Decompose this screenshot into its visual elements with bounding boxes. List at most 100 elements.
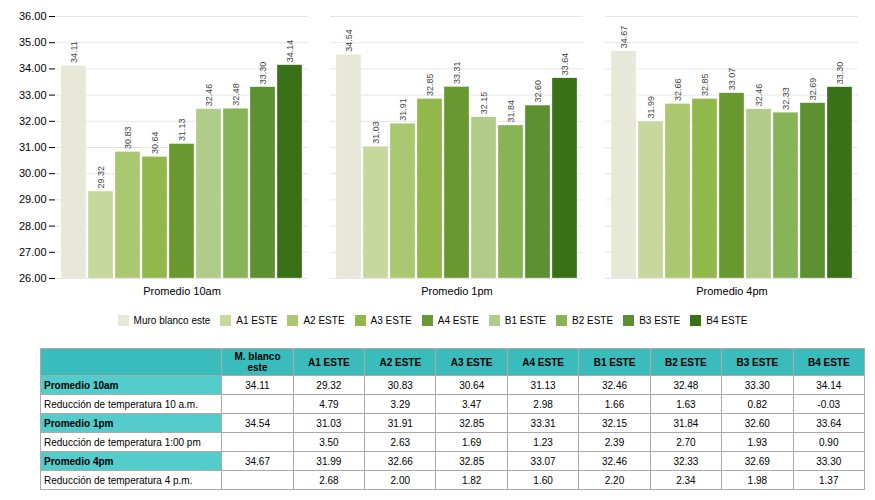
html-text:A3 ESTE: A3 ESTE (450, 356, 493, 368)
html-text:34.11: 34.11 (245, 379, 270, 391)
html-text:A2 ESTE: A2 ESTE (379, 356, 422, 368)
html-text:3.47: 3.47 (462, 398, 482, 410)
svg-text:32.48: 32.48 (231, 83, 241, 106)
svg-text:30.00: 30.00 (19, 167, 47, 179)
svg-text:31.99: 31.99 (646, 96, 656, 119)
html-text:32.66: 32.66 (387, 455, 413, 467)
html-text:B2 ESTE: B2 ESTE (665, 356, 707, 368)
svg-text:30.83: 30.83 (123, 126, 133, 149)
html-text:32.60: 32.60 (744, 417, 770, 429)
html-text:34.14: 34.14 (816, 379, 842, 391)
html-text:29.32: 29.32 (316, 379, 342, 391)
html-text:32.85: 32.85 (459, 455, 485, 467)
html-text:31.13: 31.13 (530, 379, 556, 391)
svg-text:31.00: 31.00 (19, 141, 47, 153)
svg-text:32.46: 32.46 (204, 84, 214, 107)
svg-text:34.00: 34.00 (19, 62, 47, 74)
html-text:Reducción de temperatura 4 p.m: Reducción de temperatura 4 p.m. (44, 474, 193, 486)
html-text:31.03: 31.03 (316, 417, 342, 429)
svg-text:31.91: 31.91 (398, 98, 408, 121)
svg-text:34.67: 34.67 (619, 26, 629, 49)
html-text:32.85: 32.85 (459, 417, 485, 429)
html-text:Promedio 4pm: Promedio 4pm (44, 455, 114, 467)
svg-text:33.00: 33.00 (19, 89, 47, 101)
html-text:32.48: 32.48 (673, 379, 699, 391)
html-text:2.98: 2.98 (533, 398, 553, 410)
svg-text:33.30: 33.30 (835, 62, 845, 85)
svg-text:Promedio 1pm: Promedio 1pm (421, 285, 493, 297)
html-text:2.68: 2.68 (319, 474, 339, 486)
html-text:-0.03: -0.03 (817, 398, 841, 410)
svg-text:29.32: 29.32 (96, 166, 106, 189)
svg-text:32.69: 32.69 (808, 78, 818, 101)
svg-text:Promedio 4pm: Promedio 4pm (696, 285, 768, 297)
html-text:34.54: 34.54 (245, 417, 270, 429)
svg-text:29.00: 29.00 (19, 193, 47, 205)
svg-text:32.85: 32.85 (425, 73, 435, 96)
html-text:Promedio 1pm: Promedio 1pm (44, 417, 114, 429)
svg-text:32.15: 32.15 (479, 92, 489, 115)
html-text:1.66: 1.66 (604, 398, 625, 410)
html-text:33.30: 33.30 (744, 379, 770, 391)
html-text:32.33: 32.33 (673, 455, 699, 467)
svg-text:32.33: 32.33 (781, 87, 791, 110)
svg-text:33.31: 33.31 (452, 61, 462, 84)
html-text:2.39: 2.39 (604, 436, 625, 448)
svg-text:33.07: 33.07 (727, 68, 737, 91)
svg-text:36.00: 36.00 (19, 10, 47, 22)
html-text:30.64: 30.64 (459, 379, 485, 391)
svg-text:31.13: 31.13 (177, 119, 187, 142)
html-text:33.07: 33.07 (530, 455, 556, 467)
html-text:A1 ESTE: A1 ESTE (308, 356, 350, 368)
svg-text:32.66: 32.66 (673, 78, 683, 101)
svg-text:34.11: 34.11 (69, 41, 79, 63)
html-text:32.15: 32.15 (602, 417, 627, 429)
html-text:2.70: 2.70 (676, 436, 696, 448)
svg-text:32.85: 32.85 (700, 73, 710, 96)
svg-text:33.30: 33.30 (258, 62, 268, 85)
svg-text:34.54: 34.54 (344, 29, 354, 52)
html-text:32.46: 32.46 (602, 379, 627, 391)
html-text:31.99: 31.99 (316, 455, 342, 467)
html-text:2.63: 2.63 (390, 436, 410, 448)
html-text:Reducción de temperatura 10 a.: Reducción de temperatura 10 a.m. (44, 398, 198, 410)
html-text:A4 ESTE: A4 ESTE (522, 356, 564, 368)
svg-text:30.64: 30.64 (150, 131, 160, 154)
html-text:B1 ESTE: B1 ESTE (593, 356, 636, 368)
html-text:Promedio 10am: Promedio 10am (44, 379, 119, 391)
svg-text:27.00: 27.00 (19, 246, 47, 258)
html-text:B3 ESTE: B3 ESTE (736, 356, 779, 368)
html-text:0.82: 0.82 (747, 398, 767, 410)
html-text:3.50: 3.50 (319, 436, 339, 448)
svg-text:32.00: 32.00 (19, 115, 47, 127)
html-text:32.46: 32.46 (602, 455, 627, 467)
html-text:33.64: 33.64 (816, 417, 842, 429)
svg-text:28.00: 28.00 (19, 220, 47, 232)
svg-text:34.14: 34.14 (285, 40, 295, 63)
html-text:3.29: 3.29 (390, 398, 410, 410)
html-text:1.93: 1.93 (747, 436, 767, 448)
svg-text:35.00: 35.00 (19, 36, 47, 48)
svg-text:Promedio 10am: Promedio 10am (143, 285, 221, 297)
html-text:B4 ESTE: B4 ESTE (807, 356, 850, 368)
html-text:1.23: 1.23 (533, 436, 553, 448)
html-text:0.90: 0.90 (819, 436, 839, 448)
html-text:M. blanco este: M. blanco este (234, 351, 281, 373)
html-text:31.84: 31.84 (673, 417, 699, 429)
svg-text:31.84: 31.84 (506, 100, 516, 123)
svg-text:32.46: 32.46 (754, 84, 764, 107)
svg-text:32.60: 32.60 (533, 80, 543, 103)
html-text:34.67: 34.67 (245, 455, 270, 467)
html-text:1.63: 1.63 (676, 398, 696, 410)
html-text:32.69: 32.69 (744, 455, 770, 467)
html-text:31.91: 31.91 (387, 417, 413, 429)
html-text:4.79: 4.79 (319, 398, 339, 410)
html-text:33.30: 33.30 (816, 455, 842, 467)
html-text:1.69: 1.69 (462, 436, 482, 448)
svg-text:31.03: 31.03 (371, 121, 381, 144)
html-text:30.83: 30.83 (387, 379, 413, 391)
svg-text:33.64: 33.64 (560, 53, 570, 76)
html-text:33.31: 33.31 (530, 417, 556, 429)
svg-text:26.00: 26.00 (19, 272, 47, 284)
html-text:Reducción de temperatura 1:00: Reducción de temperatura 1:00 pm (44, 436, 201, 448)
